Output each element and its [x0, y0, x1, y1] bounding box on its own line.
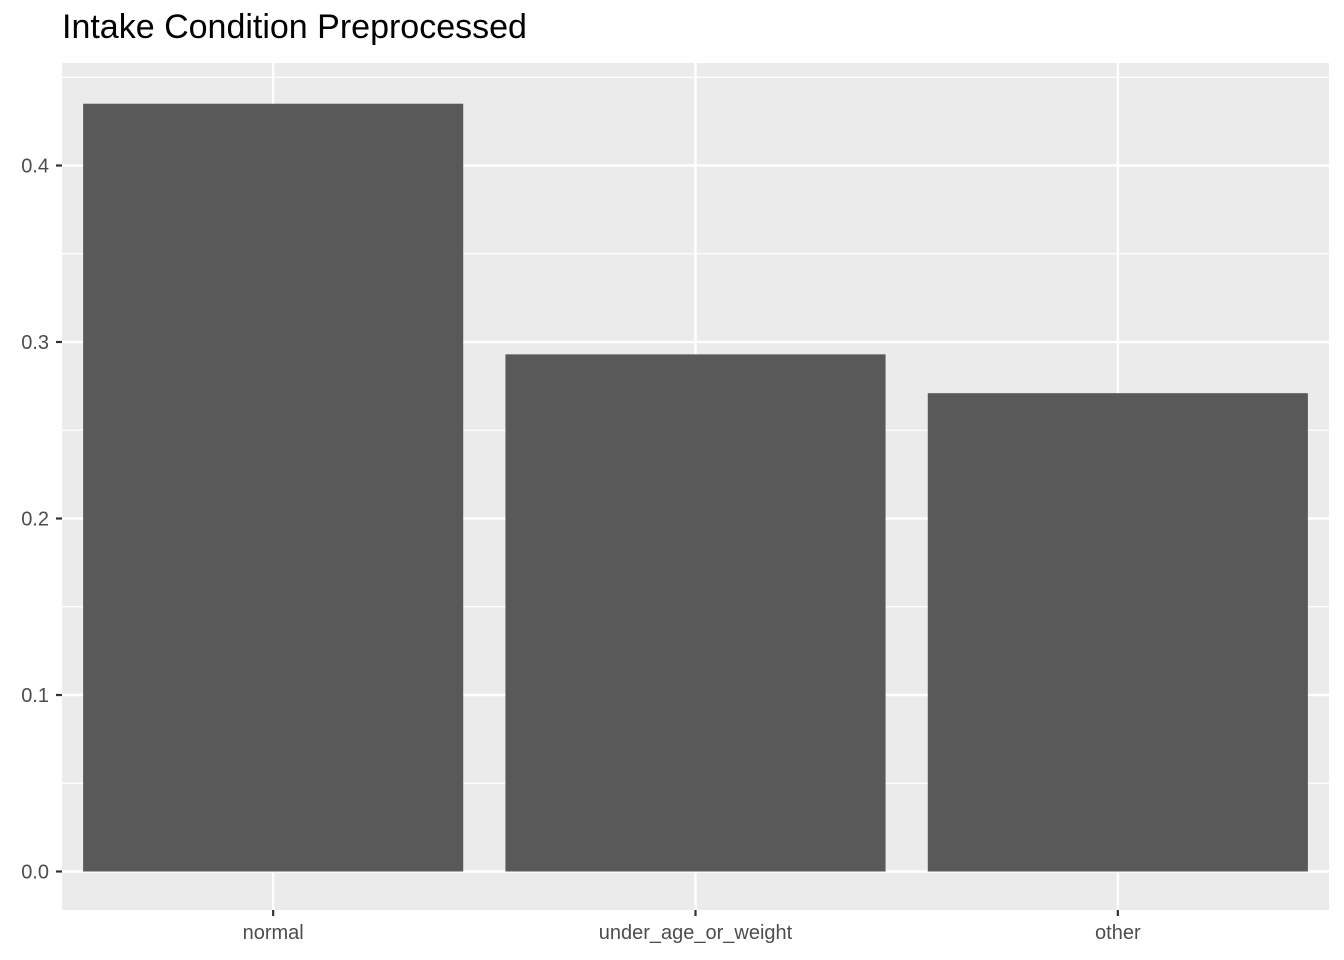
- bar-other: [927, 393, 1308, 872]
- bar-under_age_or_weight: [505, 354, 886, 872]
- x-tick-label: other: [1095, 922, 1141, 944]
- y-tick-label: 0.2: [21, 509, 49, 531]
- x-tick-label: normal: [243, 922, 304, 944]
- chart-title: Intake Condition Preprocessed: [62, 8, 527, 46]
- y-tick-label: 0.1: [21, 685, 49, 707]
- bars: [83, 103, 1308, 872]
- y-axis: 0.0 0.1 0.2 0.3 0.4: [21, 156, 62, 884]
- y-tick-label: 0.4: [21, 156, 49, 178]
- y-tick-label: 0.0: [21, 862, 49, 884]
- x-axis: normal under_age_or_weight other: [243, 910, 1141, 944]
- x-tick-label: under_age_or_weight: [599, 922, 793, 944]
- y-tick-label: 0.3: [21, 332, 49, 354]
- bar-normal: [83, 103, 464, 872]
